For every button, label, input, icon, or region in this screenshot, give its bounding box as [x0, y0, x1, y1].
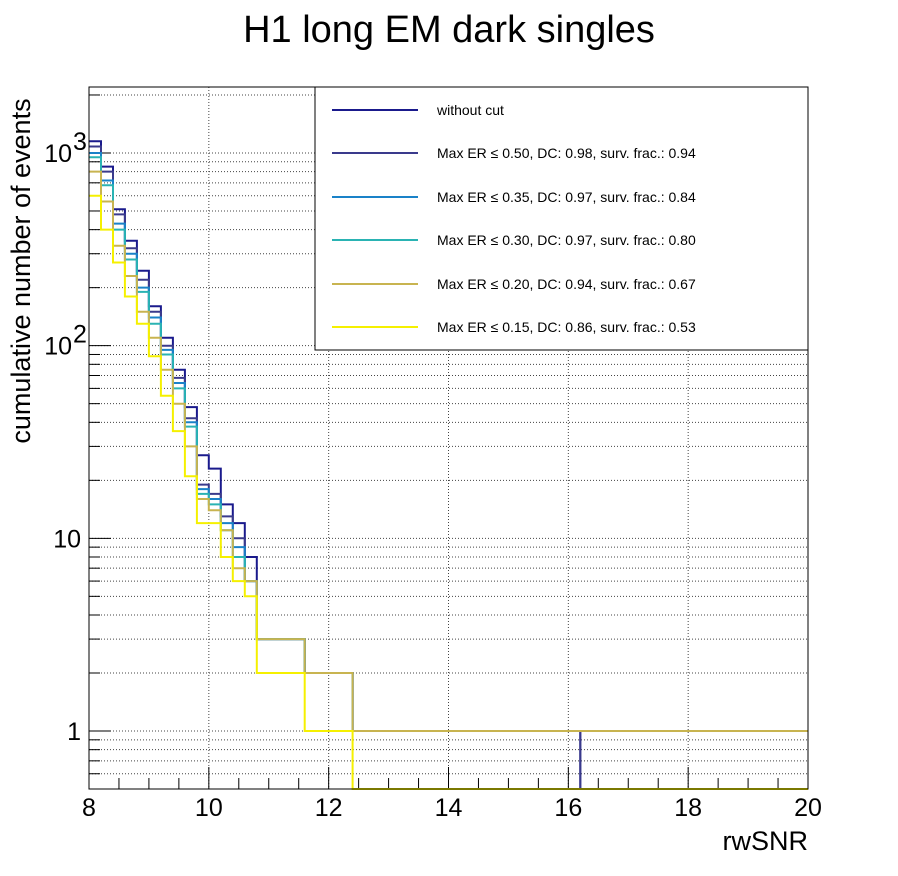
x-tick-label: 20	[794, 794, 822, 822]
legend-label: Max ER ≤ 0.50, DC: 0.98, surv. frac.: 0.…	[437, 145, 696, 161]
x-tick-label: 12	[315, 794, 343, 822]
series-line	[89, 194, 808, 790]
y-tick-exponent: 2	[73, 321, 87, 349]
series-group	[89, 140, 808, 790]
legend-box	[314, 86, 809, 351]
y-tick-label: 10	[44, 140, 72, 168]
axis-ticks	[88, 94, 809, 790]
y-tick-label: 1	[67, 718, 81, 746]
x-tick-label: 14	[435, 794, 463, 822]
legend-label: Max ER ≤ 0.30, DC: 0.97, surv. frac.: 0.…	[437, 232, 696, 248]
y-tick-label: 10	[44, 333, 72, 361]
x-tick-label: 18	[674, 794, 702, 822]
x-axis-label: rwSNR	[723, 826, 809, 856]
x-tick-label: 16	[554, 794, 582, 822]
x-tick-label: 8	[82, 794, 96, 822]
chart-title: H1 long EM dark singles	[243, 9, 655, 51]
y-axis-label: cumulative number of events	[6, 98, 36, 443]
legend-label: Max ER ≤ 0.15, DC: 0.86, surv. frac.: 0.…	[437, 319, 696, 335]
legend-label: Max ER ≤ 0.35, DC: 0.97, surv. frac.: 0.…	[437, 189, 696, 205]
y-tick-exponent: 3	[73, 128, 87, 156]
legend-label: Max ER ≤ 0.20, DC: 0.94, surv. frac.: 0.…	[437, 276, 696, 292]
x-tick-label: 10	[195, 794, 223, 822]
y-tick-label: 10	[53, 525, 81, 553]
legend: without cut Max ER ≤ 0.50, DC: 0.98, surv…	[314, 86, 809, 351]
legend-label: without cut	[436, 102, 504, 118]
